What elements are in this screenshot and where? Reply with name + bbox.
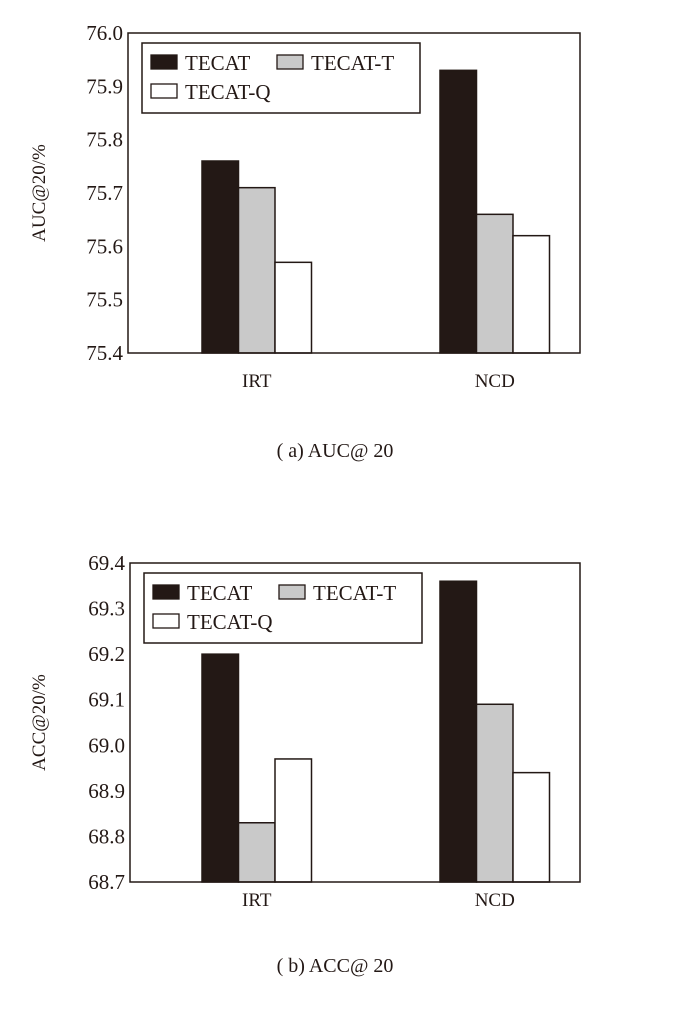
x-tick-label: NCD	[475, 890, 515, 911]
y-tick-label: 69.3	[88, 597, 125, 621]
x-tick-label: NCD	[475, 371, 515, 392]
legend-label: TECAT-Q	[187, 610, 273, 634]
bar-tecat-t-ncd	[475, 703, 514, 883]
bar-tecat-t-irt	[237, 186, 276, 354]
bar-tecat-q-irt	[274, 261, 313, 354]
legend: TECAT TECAT-T TECAT-Q	[143, 572, 423, 644]
legend: TECAT TECAT-T TECAT-Q	[141, 42, 421, 114]
legend-swatch-tecat-t	[276, 54, 304, 70]
y-tick-label: 68.8	[88, 824, 125, 848]
bar-tecat-irt	[201, 653, 240, 883]
bar-tecat-t-ncd	[475, 213, 514, 354]
y-tick-label: 68.9	[88, 779, 125, 803]
y-tick-label: 69.4	[88, 551, 125, 575]
y-tick-label: 75.5	[86, 288, 123, 312]
y-tick-label: 75.7	[86, 181, 123, 205]
legend-swatch-tecat-t	[278, 584, 306, 600]
x-tick-label: IRT	[242, 371, 272, 392]
legend-label: TECAT	[187, 581, 253, 605]
y-tick-label: 75.6	[86, 234, 123, 258]
bar-tecat-q-irt	[274, 758, 313, 883]
y-tick-label: 76.0	[86, 21, 123, 45]
x-tick-label: IRT	[242, 890, 272, 911]
chart-auc: 75.4 75.5 75.6 75.7 75.8 75.9 76.0 IRT NCD AUC@20…	[29, 21, 581, 462]
bar-tecat-q-ncd	[512, 771, 551, 883]
y-tick-label: 68.7	[88, 870, 125, 894]
chart-caption: ( a) AUC@ 20	[277, 440, 394, 462]
y-tick-label: 69.0	[88, 733, 125, 757]
plot-frame	[127, 32, 581, 354]
chart-acc: 68.7 68.8 68.9 69.0 69.1 69.2 69.3 69.4 IRT NCD AC…	[29, 551, 581, 977]
y-axis-label: AUC@20/%	[29, 144, 50, 242]
legend-swatch-tecat-q	[152, 613, 180, 629]
legend-swatch-tecat-q	[150, 83, 178, 99]
y-tick-label: 75.4	[86, 341, 123, 365]
bar-tecat-ncd	[439, 580, 478, 883]
legend-label: TECAT-T	[311, 51, 394, 75]
y-tick-label: 69.2	[88, 642, 125, 666]
bar-tecat-q-ncd	[512, 234, 551, 354]
bar-tecat-t-irt	[237, 822, 276, 883]
y-axis-label: ACC@20/%	[29, 674, 50, 771]
y-tick-label: 69.1	[88, 688, 125, 712]
plot-frame	[129, 562, 581, 883]
y-tick-label: 75.8	[86, 128, 123, 152]
chart-caption: ( b) ACC@ 20	[277, 955, 394, 977]
bar-tecat-irt	[201, 160, 240, 354]
legend-label: TECAT	[185, 51, 251, 75]
legend-swatch-tecat	[150, 54, 178, 70]
y-tick-label: 75.9	[86, 74, 123, 98]
legend-label: TECAT-T	[313, 581, 396, 605]
legend-swatch-tecat	[152, 584, 180, 600]
legend-label: TECAT-Q	[185, 80, 271, 104]
bar-tecat-ncd	[439, 69, 478, 354]
